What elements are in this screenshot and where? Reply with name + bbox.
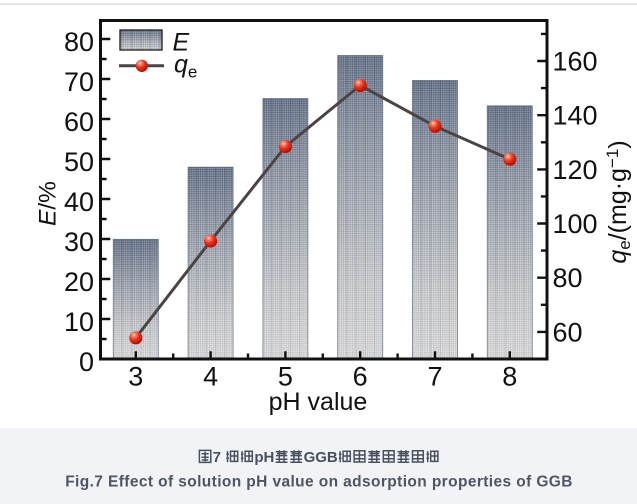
svg-text:160: 160: [553, 47, 598, 77]
svg-text:60: 60: [64, 107, 94, 137]
svg-text:140: 140: [553, 101, 598, 131]
svg-text:4: 4: [203, 362, 218, 392]
svg-text:3: 3: [128, 362, 143, 392]
svg-text:50: 50: [64, 147, 94, 177]
svg-text:6: 6: [353, 362, 368, 392]
svg-text:qe: qe: [174, 51, 197, 82]
svg-text:7: 7: [427, 362, 442, 392]
svg-text:5: 5: [278, 362, 293, 392]
svg-text:pH value: pH value: [269, 388, 368, 416]
svg-text:qe/(mg·g−1): qe/(mg·g−1): [603, 140, 634, 263]
svg-text:30: 30: [64, 227, 94, 257]
svg-text:pH: pH: [254, 449, 274, 466]
svg-text:80: 80: [64, 27, 94, 57]
svg-text:80: 80: [553, 263, 583, 293]
svg-text:70: 70: [64, 67, 94, 97]
svg-text:E: E: [173, 29, 190, 57]
svg-text:60: 60: [553, 317, 583, 347]
svg-text:GGB: GGB: [304, 449, 338, 466]
svg-text:Fig.7 Effect of solution pH va: Fig.7 Effect of solution pH value on ads…: [65, 474, 573, 491]
svg-text:40: 40: [64, 187, 94, 217]
svg-text:10: 10: [64, 307, 94, 337]
svg-text:8: 8: [502, 362, 517, 392]
svg-text:120: 120: [553, 155, 598, 185]
svg-text:E/%: E/%: [35, 181, 62, 226]
svg-text:0: 0: [79, 347, 94, 377]
svg-text:100: 100: [553, 209, 598, 239]
svg-text:7: 7: [213, 449, 221, 466]
svg-text:20: 20: [64, 267, 94, 297]
